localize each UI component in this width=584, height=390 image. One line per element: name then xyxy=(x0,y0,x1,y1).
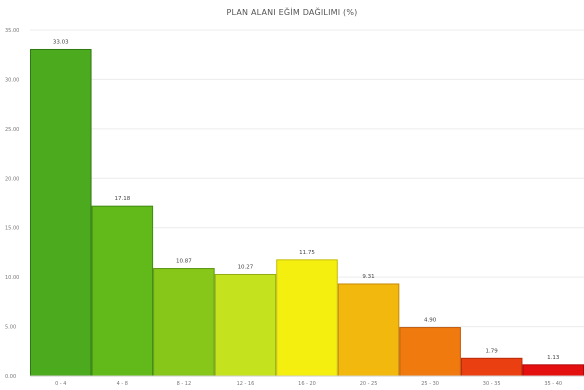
y-tick-label: 5.00 xyxy=(5,325,16,331)
x-tick-label: 25 - 30 xyxy=(421,381,439,387)
y-tick-label: 30.00 xyxy=(5,77,19,83)
data-label: 10.87 xyxy=(176,259,192,265)
data-label: 1.79 xyxy=(486,348,499,354)
x-tick-label: 20 - 25 xyxy=(360,381,378,387)
y-tick-label: 20.00 xyxy=(5,176,19,182)
x-tick-label: 8 - 12 xyxy=(177,381,192,387)
y-tick-label: 25.00 xyxy=(5,127,19,133)
x-tick-label: 16 - 20 xyxy=(298,381,316,387)
x-tick-label: 35 - 40 xyxy=(544,381,562,387)
bar xyxy=(399,327,461,377)
bar xyxy=(337,283,400,377)
x-tick-label: 4 - 8 xyxy=(117,381,128,387)
data-label: 33.03 xyxy=(53,39,69,45)
y-tick-label: 10.00 xyxy=(5,275,19,281)
bar xyxy=(30,48,92,377)
data-label: 9.31 xyxy=(362,274,374,280)
data-labels: 33.03 17.18 10.87 10.27 11.75 9.31 4.90 1.79 1.1… xyxy=(53,39,560,360)
data-label: 1.13 xyxy=(547,355,560,361)
data-label: 17.18 xyxy=(114,196,130,202)
bars xyxy=(30,48,584,377)
x-tick-label: 12 - 16 xyxy=(237,381,255,387)
data-label: 11.75 xyxy=(299,250,315,256)
y-tick-label: 0.00 xyxy=(5,374,16,380)
data-label: 4.90 xyxy=(424,318,437,324)
data-label: 10.27 xyxy=(238,264,254,270)
x-tick-label: 30 - 35 xyxy=(483,381,501,387)
bar xyxy=(91,205,154,377)
bar xyxy=(214,273,277,377)
chart-title: PLAN ALANI EĞİM DAĞILIMI (%) xyxy=(227,6,358,17)
x-axis-categories: 0 - 4 4 - 8 8 - 12 12 - 16 16 - 20 20 - 25 25 … xyxy=(55,381,562,387)
y-tick-label: 15.00 xyxy=(5,226,19,232)
bar xyxy=(522,364,584,377)
bar xyxy=(276,259,338,377)
bar xyxy=(153,268,215,377)
y-tick-label: 35.00 xyxy=(5,28,19,34)
bar xyxy=(460,357,523,377)
y-axis-ticks: 0.00 5.00 10.00 15.00 20.00 25.00 30.00 35.00 xyxy=(5,28,19,380)
x-tick-label: 0 - 4 xyxy=(55,381,66,387)
